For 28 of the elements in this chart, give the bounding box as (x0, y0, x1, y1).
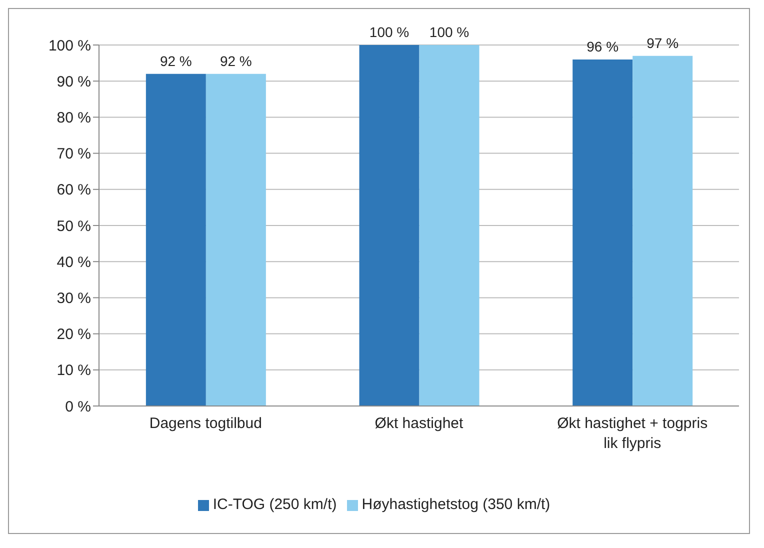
y-tick-label: 30 % (56, 290, 91, 308)
y-tick-label: 20 % (56, 326, 91, 344)
bar (572, 59, 633, 406)
y-tick-label: 0 % (65, 398, 91, 416)
data-label: 100 % (429, 24, 470, 40)
data-label: 92 % (220, 52, 252, 69)
data-label: 96 % (586, 38, 619, 54)
bar (419, 45, 480, 406)
bar (632, 56, 693, 406)
y-tick-label: 70 % (56, 146, 91, 163)
bar (206, 74, 266, 406)
y-tick-label: 100 % (48, 37, 91, 54)
legend-label: IC-TOG (250 km/t) (212, 496, 337, 513)
data-label: 100 % (369, 24, 410, 40)
y-tick-label: 60 % (56, 182, 91, 199)
bar (146, 74, 206, 406)
y-tick-label: 10 % (56, 362, 91, 380)
x-tick-label: Økt hastighet (374, 415, 464, 432)
y-tick-label: 40 % (56, 254, 91, 271)
data-label: 97 % (646, 34, 679, 51)
y-tick-label: 80 % (56, 110, 91, 127)
y-tick-label: 50 % (56, 218, 91, 235)
y-tick-label: 90 % (56, 73, 91, 90)
bar (359, 45, 420, 406)
legend-label: Høyhastighetstog (350 km/t) (362, 496, 550, 513)
x-tick-label: Dagens togtilbud (149, 415, 262, 432)
x-tick-label: Økt hastighet + togpris lik flypris (557, 415, 708, 452)
data-label: 92 % (160, 52, 192, 69)
